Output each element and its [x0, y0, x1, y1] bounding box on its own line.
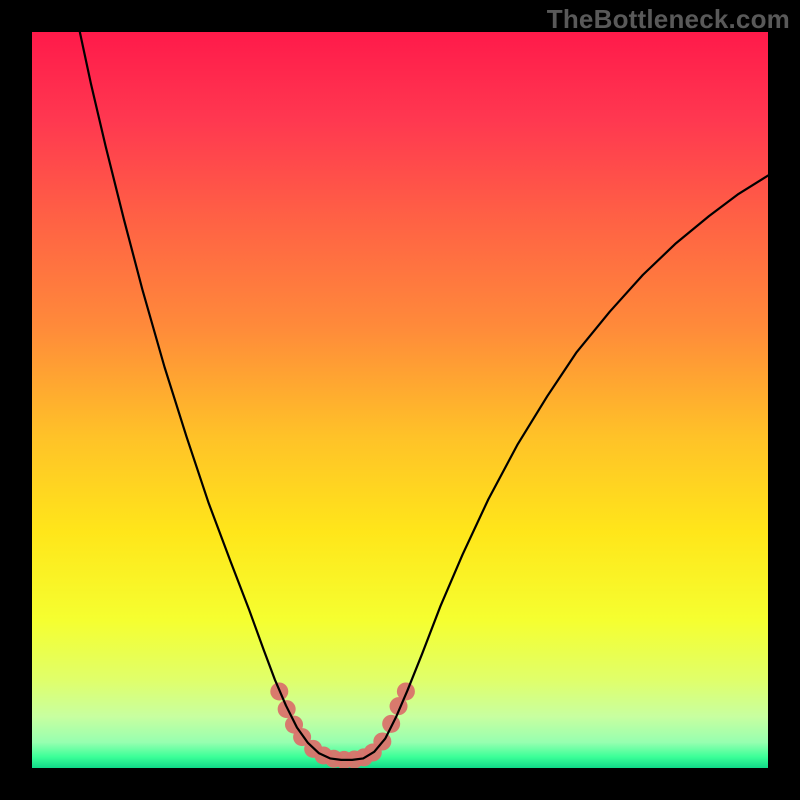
chart-frame: TheBottleneck.com [0, 0, 800, 800]
watermark-text: TheBottleneck.com [547, 4, 790, 35]
plot-background [32, 32, 768, 768]
marker-point [382, 715, 400, 733]
bottleneck-curve-chart [0, 0, 800, 800]
